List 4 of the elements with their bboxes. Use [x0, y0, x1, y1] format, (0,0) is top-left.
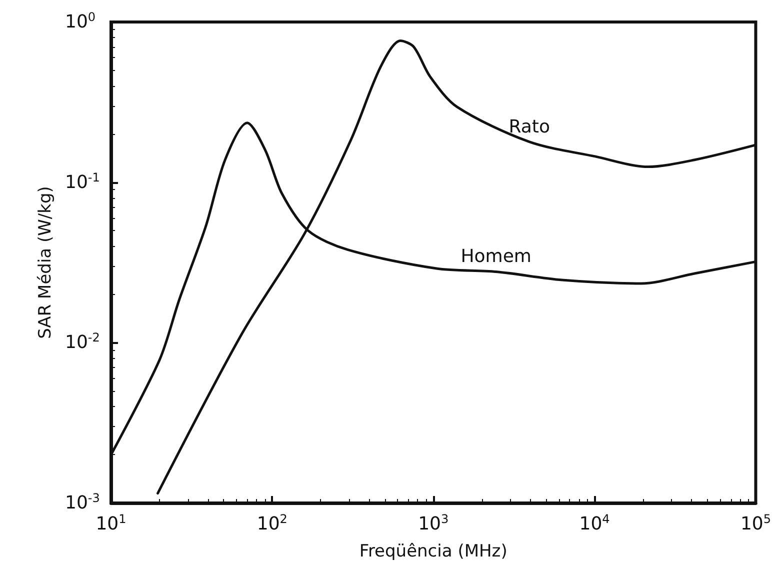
series-label: Rato: [508, 116, 550, 138]
y-axis-title: SAR Média (W/kg): [36, 186, 56, 339]
x-axis-title: Freqüência (MHz): [359, 542, 508, 562]
series-label: Homem: [460, 246, 532, 268]
